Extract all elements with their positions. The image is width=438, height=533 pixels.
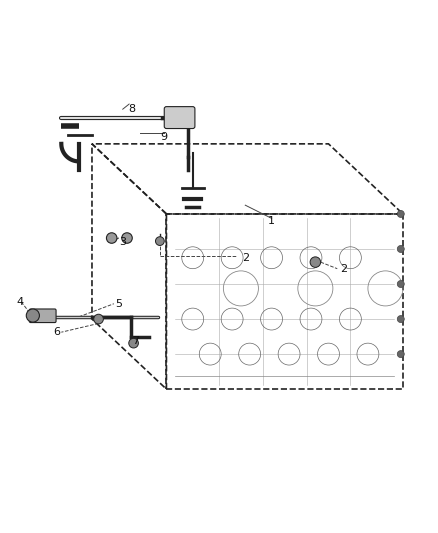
Text: 8: 8 <box>128 104 135 114</box>
Circle shape <box>397 316 404 322</box>
Circle shape <box>397 246 404 253</box>
Circle shape <box>26 309 39 322</box>
FancyBboxPatch shape <box>164 107 195 128</box>
Circle shape <box>397 280 404 287</box>
Circle shape <box>94 314 103 324</box>
Circle shape <box>397 351 404 358</box>
Text: 5: 5 <box>115 298 122 309</box>
Circle shape <box>122 233 132 243</box>
Text: 6: 6 <box>53 327 60 337</box>
Text: 9: 9 <box>161 132 168 142</box>
Circle shape <box>310 257 321 268</box>
Text: 4: 4 <box>16 296 23 306</box>
Text: 2: 2 <box>340 264 347 273</box>
Circle shape <box>129 338 138 348</box>
Circle shape <box>155 237 164 246</box>
Circle shape <box>397 211 404 217</box>
Text: 7: 7 <box>132 336 139 346</box>
Circle shape <box>106 233 117 243</box>
Text: 2: 2 <box>242 253 249 263</box>
FancyBboxPatch shape <box>29 309 56 322</box>
Text: 3: 3 <box>119 237 126 247</box>
Text: 1: 1 <box>268 215 275 225</box>
